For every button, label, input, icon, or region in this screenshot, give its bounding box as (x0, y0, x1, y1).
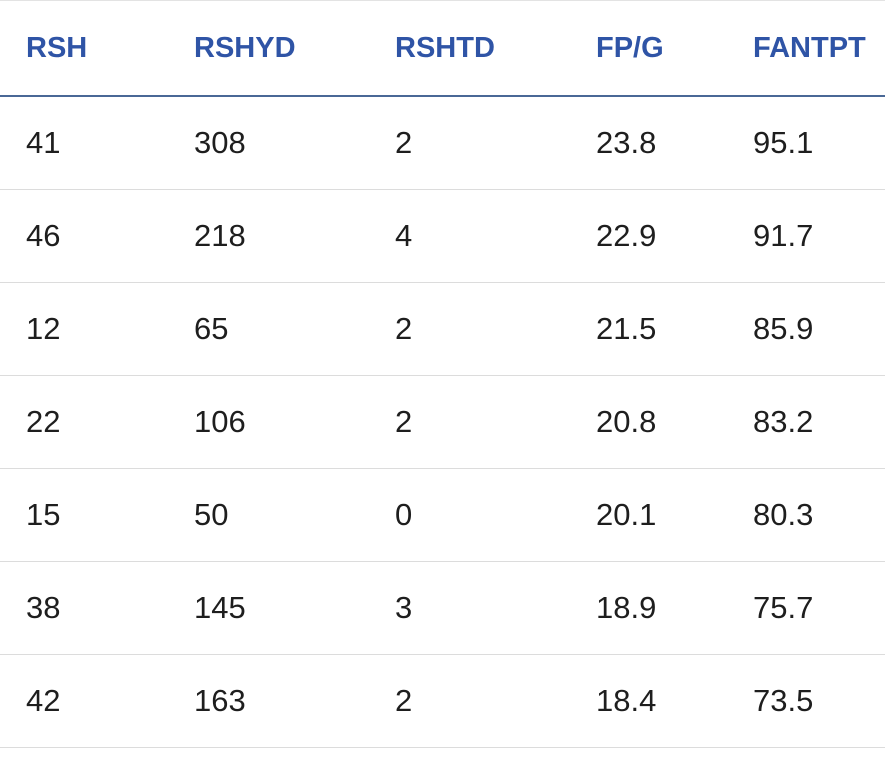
column-header-fpg[interactable]: FP/G (570, 0, 727, 97)
cell-rshyd: 145 (168, 561, 369, 655)
column-header-fantpt[interactable]: FANTPT (727, 0, 885, 97)
cell-rsh: 15 (0, 468, 168, 562)
cell-rshyd: 308 (168, 96, 369, 190)
cell-rshtd: 2 (369, 375, 570, 469)
cell-fantpt: 95.1 (727, 96, 885, 190)
cell-rshtd: 2 (369, 96, 570, 190)
column-header-rshtd[interactable]: RSHTD (369, 0, 570, 97)
table-row: 42 163 2 18.4 73.5 (0, 654, 885, 748)
table-body: 41 308 2 23.8 95.1 46 218 4 22.9 91.7 12… (0, 96, 885, 748)
cell-rsh: 22 (0, 375, 168, 469)
cell-fantpt: 91.7 (727, 189, 885, 283)
cell-fpg: 18.4 (570, 654, 727, 748)
cell-rshtd: 4 (369, 189, 570, 283)
cell-fpg: 23.8 (570, 96, 727, 190)
header-row: RSH RSHYD RSHTD FP/G FANTPT (0, 0, 885, 97)
cell-fantpt: 73.5 (727, 654, 885, 748)
cell-rshtd: 3 (369, 561, 570, 655)
cell-rshtd: 0 (369, 468, 570, 562)
cell-rsh: 41 (0, 96, 168, 190)
cell-fpg: 22.9 (570, 189, 727, 283)
cell-rshyd: 65 (168, 282, 369, 376)
table-row: 38 145 3 18.9 75.7 (0, 561, 885, 655)
cell-rshyd: 106 (168, 375, 369, 469)
table-row: 15 50 0 20.1 80.3 (0, 468, 885, 562)
table-row: 12 65 2 21.5 85.9 (0, 282, 885, 376)
cell-rsh: 12 (0, 282, 168, 376)
cell-fantpt: 85.9 (727, 282, 885, 376)
cell-rshtd: 2 (369, 654, 570, 748)
cell-rshtd: 2 (369, 282, 570, 376)
cell-rshyd: 50 (168, 468, 369, 562)
cell-fpg: 20.1 (570, 468, 727, 562)
cell-fantpt: 75.7 (727, 561, 885, 655)
column-header-rshyd[interactable]: RSHYD (168, 0, 369, 97)
cell-fpg: 20.8 (570, 375, 727, 469)
cell-rsh: 42 (0, 654, 168, 748)
table-row: 41 308 2 23.8 95.1 (0, 96, 885, 190)
cell-fpg: 18.9 (570, 561, 727, 655)
cell-fpg: 21.5 (570, 282, 727, 376)
table-row: 22 106 2 20.8 83.2 (0, 375, 885, 469)
cell-rshyd: 218 (168, 189, 369, 283)
cell-rshyd: 163 (168, 654, 369, 748)
cell-rsh: 46 (0, 189, 168, 283)
cell-rsh: 38 (0, 561, 168, 655)
table-row: 46 218 4 22.9 91.7 (0, 189, 885, 283)
cell-fantpt: 80.3 (727, 468, 885, 562)
cell-fantpt: 83.2 (727, 375, 885, 469)
column-header-rsh[interactable]: RSH (0, 0, 168, 97)
table-header: RSH RSHYD RSHTD FP/G FANTPT (0, 0, 885, 97)
